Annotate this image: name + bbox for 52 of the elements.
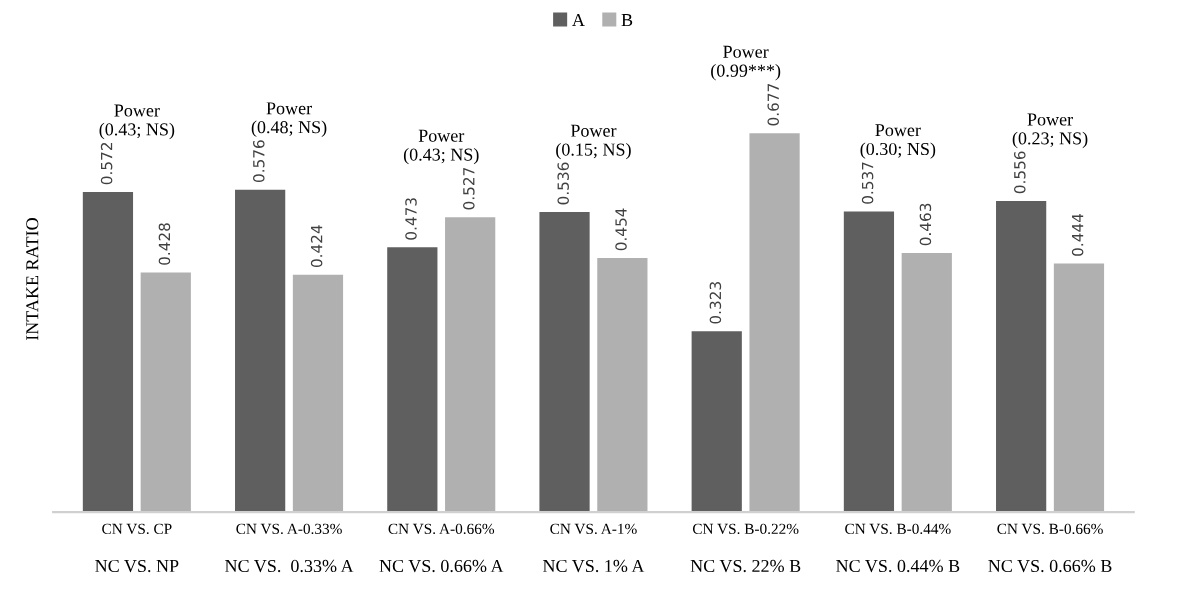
annotation: Power (0.48; NS) <box>251 102 327 137</box>
annotation: Power (0.43; NS) <box>99 104 175 140</box>
text: NC VS. 0.66% B <box>988 559 1112 573</box>
bar <box>691 331 742 513</box>
bar <box>539 212 590 513</box>
data-label: 0.556 <box>1014 151 1026 194</box>
data-label: 0.323 <box>709 282 722 324</box>
bar <box>749 133 800 513</box>
data-label: 0.444 <box>1071 214 1084 256</box>
text: NC VS. 0.44% B <box>836 559 960 573</box>
x-tick-label: CN VS. B-0.66% <box>997 523 1103 535</box>
bar <box>82 191 134 513</box>
data-label: 0.527 <box>463 167 475 210</box>
legend-label: B <box>621 14 633 26</box>
text: Power (0.99***) <box>711 45 781 81</box>
bar <box>235 189 286 513</box>
bar <box>597 258 648 513</box>
annotation: Power (0.15; NS) <box>556 124 631 160</box>
data-label: 0.537 <box>861 162 874 204</box>
bar <box>445 217 496 513</box>
x-tick-label: CN VS. B-0.22% <box>692 523 799 535</box>
text: NC VS. 0.66% A <box>379 559 504 573</box>
data-label: 0.572 <box>100 143 113 185</box>
data-label: 0.677 <box>767 84 779 126</box>
x-tick-label: CN VS. CP <box>102 523 172 535</box>
data-label: 0.576 <box>253 140 265 182</box>
x-tick-label: CN VS. B-0.44% <box>845 523 951 535</box>
data-label: 0.428 <box>158 223 171 265</box>
data-label: 0.424 <box>310 225 323 268</box>
x-tick-label: CN VS. A-0.33% <box>236 523 342 535</box>
text: NC VS. 1% A <box>542 559 645 573</box>
text: NC VS. 22% B <box>690 559 801 573</box>
annotation: Power (0.30; NS) <box>860 124 936 159</box>
annotation: Power (0.43; NS) <box>403 129 479 165</box>
bar <box>292 274 344 513</box>
data-label: 0.536 <box>557 162 569 205</box>
data-label: 0.473 <box>405 198 417 240</box>
bar <box>387 247 438 513</box>
data-label: 0.454 <box>615 208 627 251</box>
bar <box>901 252 952 513</box>
data-label: 0.463 <box>919 203 932 246</box>
bar <box>843 211 895 513</box>
x-tick-label: CN VS. A-0.66% <box>388 523 495 535</box>
annotation: Power (0.23; NS) <box>1012 113 1088 149</box>
bar <box>140 272 191 513</box>
text: NC VS. NP <box>95 559 179 573</box>
y-axis-title: INTAKE RATIO <box>26 218 39 341</box>
bar <box>996 200 1047 513</box>
bar <box>1053 263 1105 513</box>
legend-label: A <box>572 14 585 26</box>
x-tick-label: CN VS. A-1% <box>550 523 637 535</box>
text: NC VS. 0.33% A <box>225 559 354 573</box>
